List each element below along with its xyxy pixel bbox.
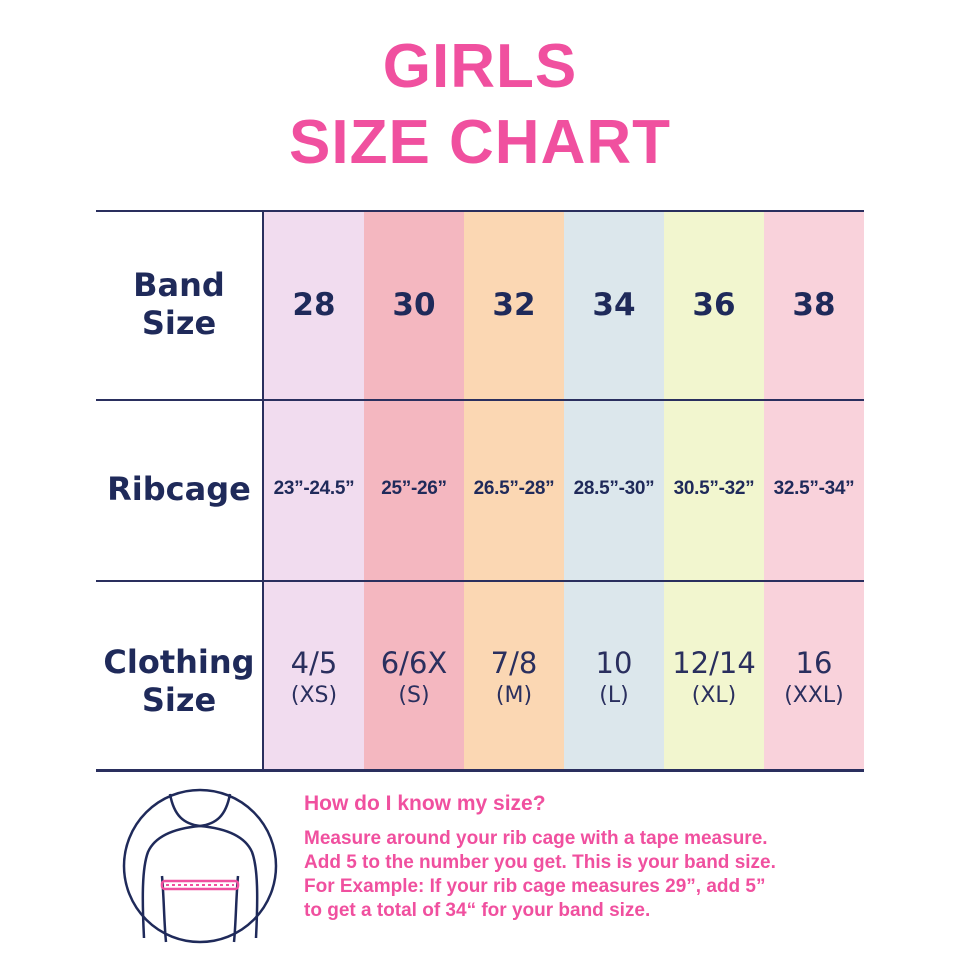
row-header-clothing-size: Clothing Size [96,643,262,719]
title-line-girls: GIRLS [382,32,578,101]
column-band-30 [364,212,464,770]
clothing-size-label: (L) [599,683,629,708]
row-header-text: Band [133,266,225,304]
clothing-size-cell: 4/5 (XS) [264,645,364,711]
column-band-32 [464,212,564,770]
column-band-36 [664,212,764,770]
clothing-size-value: 6/6X [380,646,448,680]
table-row-divider [96,580,864,582]
row-header-text: Size [141,304,217,342]
ribcage-cell: 32.5”-34” [773,478,855,499]
help-text-line: Add 5 to the number you get. This is you… [304,852,776,873]
help-text-line: For Example: If your rib cage measures 2… [304,876,766,897]
clothing-size-cell: 7/8 (M) [464,645,564,711]
clothing-size-label: (XXL) [784,683,844,708]
table-row-divider [96,399,864,401]
ribcage-cell: 25”-26” [381,478,447,499]
ribcage-cell: 23”-24.5” [273,478,355,499]
help-title: How do I know my size? [304,792,546,815]
clothing-size-value: 12/14 [672,646,756,680]
torso-measurement-icon [122,788,278,944]
band-size-cell: 36 [692,287,736,323]
column-band-34 [564,212,664,770]
band-size-cell: 28 [292,287,336,323]
clothing-size-value: 4/5 [290,646,338,680]
ribcage-cell: 30.5”-32” [673,478,755,499]
clothing-size-label: (XS) [290,683,338,708]
help-text-line: to get a total of 34“ for your band size… [304,900,651,921]
row-header-text: Ribcage [107,470,251,508]
table-top-rule [96,210,864,212]
band-size-cell: 32 [492,287,536,323]
band-size-cell: 38 [792,287,836,323]
clothing-size-cell: 6/6X (S) [364,645,464,711]
band-size-cell: 30 [392,287,436,323]
clothing-size-value: 10 [595,646,633,680]
row-header-text: Clothing [103,643,255,681]
ribcage-cell: 28.5”-30” [573,478,655,499]
clothing-size-cell: 10 (L) [564,645,664,711]
clothing-size-label: (M) [495,683,533,708]
clothing-size-label: (XL) [691,683,737,708]
ribcage-cell: 26.5”-28” [473,478,555,499]
column-band-38 [764,212,864,770]
how-to-measure-section: How do I know my size? Measure around yo… [96,772,864,958]
table-bottom-rule [96,769,864,772]
band-size-cell: 34 [592,287,636,323]
title-line-size-chart: SIZE CHART [289,108,671,177]
clothing-size-cell: 12/14 (XL) [664,645,764,711]
row-header-band-size: Band Size [96,266,262,342]
clothing-size-value: 16 [795,646,833,680]
row-header-text: Size [141,681,217,719]
help-text-line: Measure around your rib cage with a tape… [304,828,768,849]
table-column-divider [262,212,264,770]
clothing-size-value: 7/8 [490,646,538,680]
column-band-28 [264,212,364,770]
clothing-size-cell: 16 (XXL) [764,645,864,711]
row-header-ribcage: Ribcage [96,470,262,508]
clothing-size-label: (S) [398,683,430,708]
